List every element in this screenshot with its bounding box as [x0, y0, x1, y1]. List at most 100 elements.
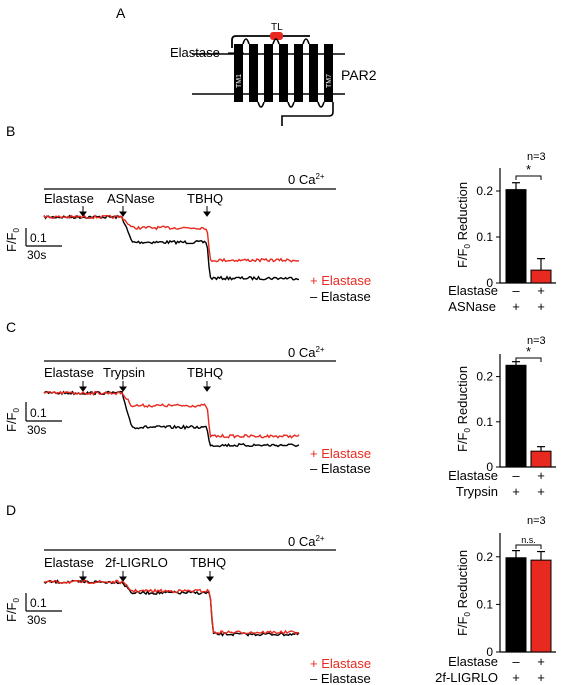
significance-label: * [526, 344, 531, 359]
traces-d [43, 579, 300, 637]
y-axis-label-d: F/F0 [4, 598, 21, 623]
event-label-b-3: TBHQ [187, 191, 223, 206]
panel-letter-c: C [6, 319, 16, 335]
condition-label-b: 0 Ca2+ [288, 172, 325, 187]
bar-plus-elastase [530, 450, 552, 468]
bar-tick-label: 0.2 [476, 550, 493, 564]
transmembrane-helices [234, 38, 334, 126]
event-label-d-1: Elastase [44, 555, 94, 570]
scale-x-d: 30s [27, 613, 46, 627]
row2-label-d: 2f-LIGRLO [435, 670, 498, 685]
bar-plus-elastase [530, 269, 552, 284]
row1-label-d: Elastase [448, 654, 498, 669]
bar-tick-label: 0.1 [476, 230, 493, 244]
trace-plus-elastase [44, 579, 300, 635]
trace-plus-elastase [43, 214, 300, 263]
event-label-b-2: ASNase [107, 191, 155, 206]
legend-plus-b: + Elastase [310, 273, 371, 288]
scale-bar-d [25, 593, 62, 612]
row2-label-b: ASNase [448, 299, 496, 314]
significance-label: * [526, 162, 531, 177]
row2-sign-b-2: + [537, 299, 545, 314]
event-label-d-2: 2f-LIGRLO [105, 555, 168, 570]
event-arrows-d [79, 571, 214, 582]
tethered-ligand-label: TL [271, 22, 283, 33]
legend-plus-c: + Elastase [310, 446, 371, 461]
row1-sign-d-1: – [512, 654, 520, 669]
trace-minus-elastase [43, 214, 300, 281]
row2-sign-c-1: + [512, 484, 520, 499]
bar-tick-label: 0 [486, 645, 493, 659]
event-arrows-b [79, 206, 211, 217]
scale-x-b: 30s [27, 248, 46, 262]
row2-label-c: Trypsin [456, 484, 498, 499]
scale-y-c: 0.1 [30, 406, 47, 420]
bar-tick-label: 0.2 [476, 370, 493, 384]
tm7-label: TM7 [326, 74, 333, 88]
panel-c: C 0 Ca2+ Elastase Trypsin TBHQ F/F0 0.1 … [4, 319, 556, 499]
event-label-d-3: TBHQ [190, 555, 226, 570]
bar-chart-b: 0 0.1 0.2 * [476, 162, 556, 290]
row1-label-c: Elastase [448, 468, 498, 483]
trace-plus-elastase [43, 390, 300, 439]
bar-ylabel-c: F/F0 Reduction [455, 366, 472, 452]
condition-label-c: 0 Ca2+ [288, 345, 325, 360]
bar-ylabel-b: F/F0 Reduction [455, 182, 472, 268]
row2-sign-d-2: + [537, 670, 545, 685]
bar-chart-d: 0 0.1 0.2 n.s. [476, 533, 556, 659]
panel-letter-d: D [6, 502, 16, 518]
bar-tick-label: 0 [486, 460, 493, 474]
event-label-c-3: TBHQ [187, 365, 223, 380]
row1-sign-d-2: + [537, 654, 545, 669]
y-axis-label-b: F/F0 [4, 228, 21, 253]
scale-bar-b [25, 228, 62, 247]
row1-sign-c-2: + [537, 468, 545, 483]
event-arrows-c [79, 381, 211, 392]
event-label-c-1: Elastase [44, 365, 94, 380]
trace-minus-elastase [43, 390, 300, 448]
row2-sign-b-1: + [512, 299, 520, 314]
legend-minus-c: – Elastase [310, 461, 371, 476]
y-axis-label-c: F/F0 [4, 408, 21, 433]
panel-letter-a: A [116, 5, 126, 21]
significance-bracket [515, 357, 542, 362]
scale-y-d: 0.1 [30, 596, 47, 610]
condition-label-d: 0 Ca2+ [288, 534, 325, 549]
scale-x-c: 30s [27, 423, 46, 437]
bar-ylabel-d: F/F0 Reduction [455, 550, 472, 636]
row1-label-b: Elastase [448, 283, 498, 298]
n-label-b: n=3 [527, 151, 546, 163]
row1-sign-c-1: – [512, 468, 520, 483]
legend-minus-b: – Elastase [310, 289, 371, 304]
n-terminus [231, 35, 310, 48]
n-label-c: n=3 [527, 335, 546, 347]
legend-plus-d: + Elastase [310, 656, 371, 671]
panel-b: B 0 Ca2+ Elastase ASNase TBHQ F/F0 0.1 3… [4, 123, 556, 314]
row1-sign-b-2: + [537, 283, 545, 298]
bar-tick-label: 0.1 [476, 597, 493, 611]
bar-chart-c: 0 0.1 0.2 * [476, 344, 556, 474]
significance-bracket [515, 544, 542, 549]
trace-minus-elastase [43, 579, 300, 637]
bar-tick-label: 0.2 [476, 184, 493, 198]
panel-d: D 0 Ca2+ Elastase 2f-LIGRLO TBHQ F/F0 0.… [4, 502, 556, 685]
bar-plus-elastase [530, 559, 552, 653]
bar-tick-label: 0 [486, 276, 493, 290]
legend-minus-d: – Elastase [310, 671, 371, 685]
bar-minus-elastase [505, 189, 527, 284]
event-label-b-1: Elastase [44, 191, 94, 206]
significance-bracket [515, 175, 542, 180]
tethered-ligand-marker [270, 32, 283, 40]
bar-minus-elastase [505, 557, 527, 653]
traces-b [43, 214, 300, 281]
panel-a: A TL Elastase TM1 [116, 5, 377, 126]
row1-sign-b-1: – [512, 283, 520, 298]
row2-sign-d-1: + [512, 670, 520, 685]
bar-minus-elastase [505, 364, 527, 468]
event-label-c-2: Trypsin [103, 365, 145, 380]
scale-y-b: 0.1 [30, 231, 47, 245]
traces-c [43, 390, 300, 448]
bar-tick-label: 0.1 [476, 415, 493, 429]
par2-label: PAR2 [341, 67, 377, 83]
